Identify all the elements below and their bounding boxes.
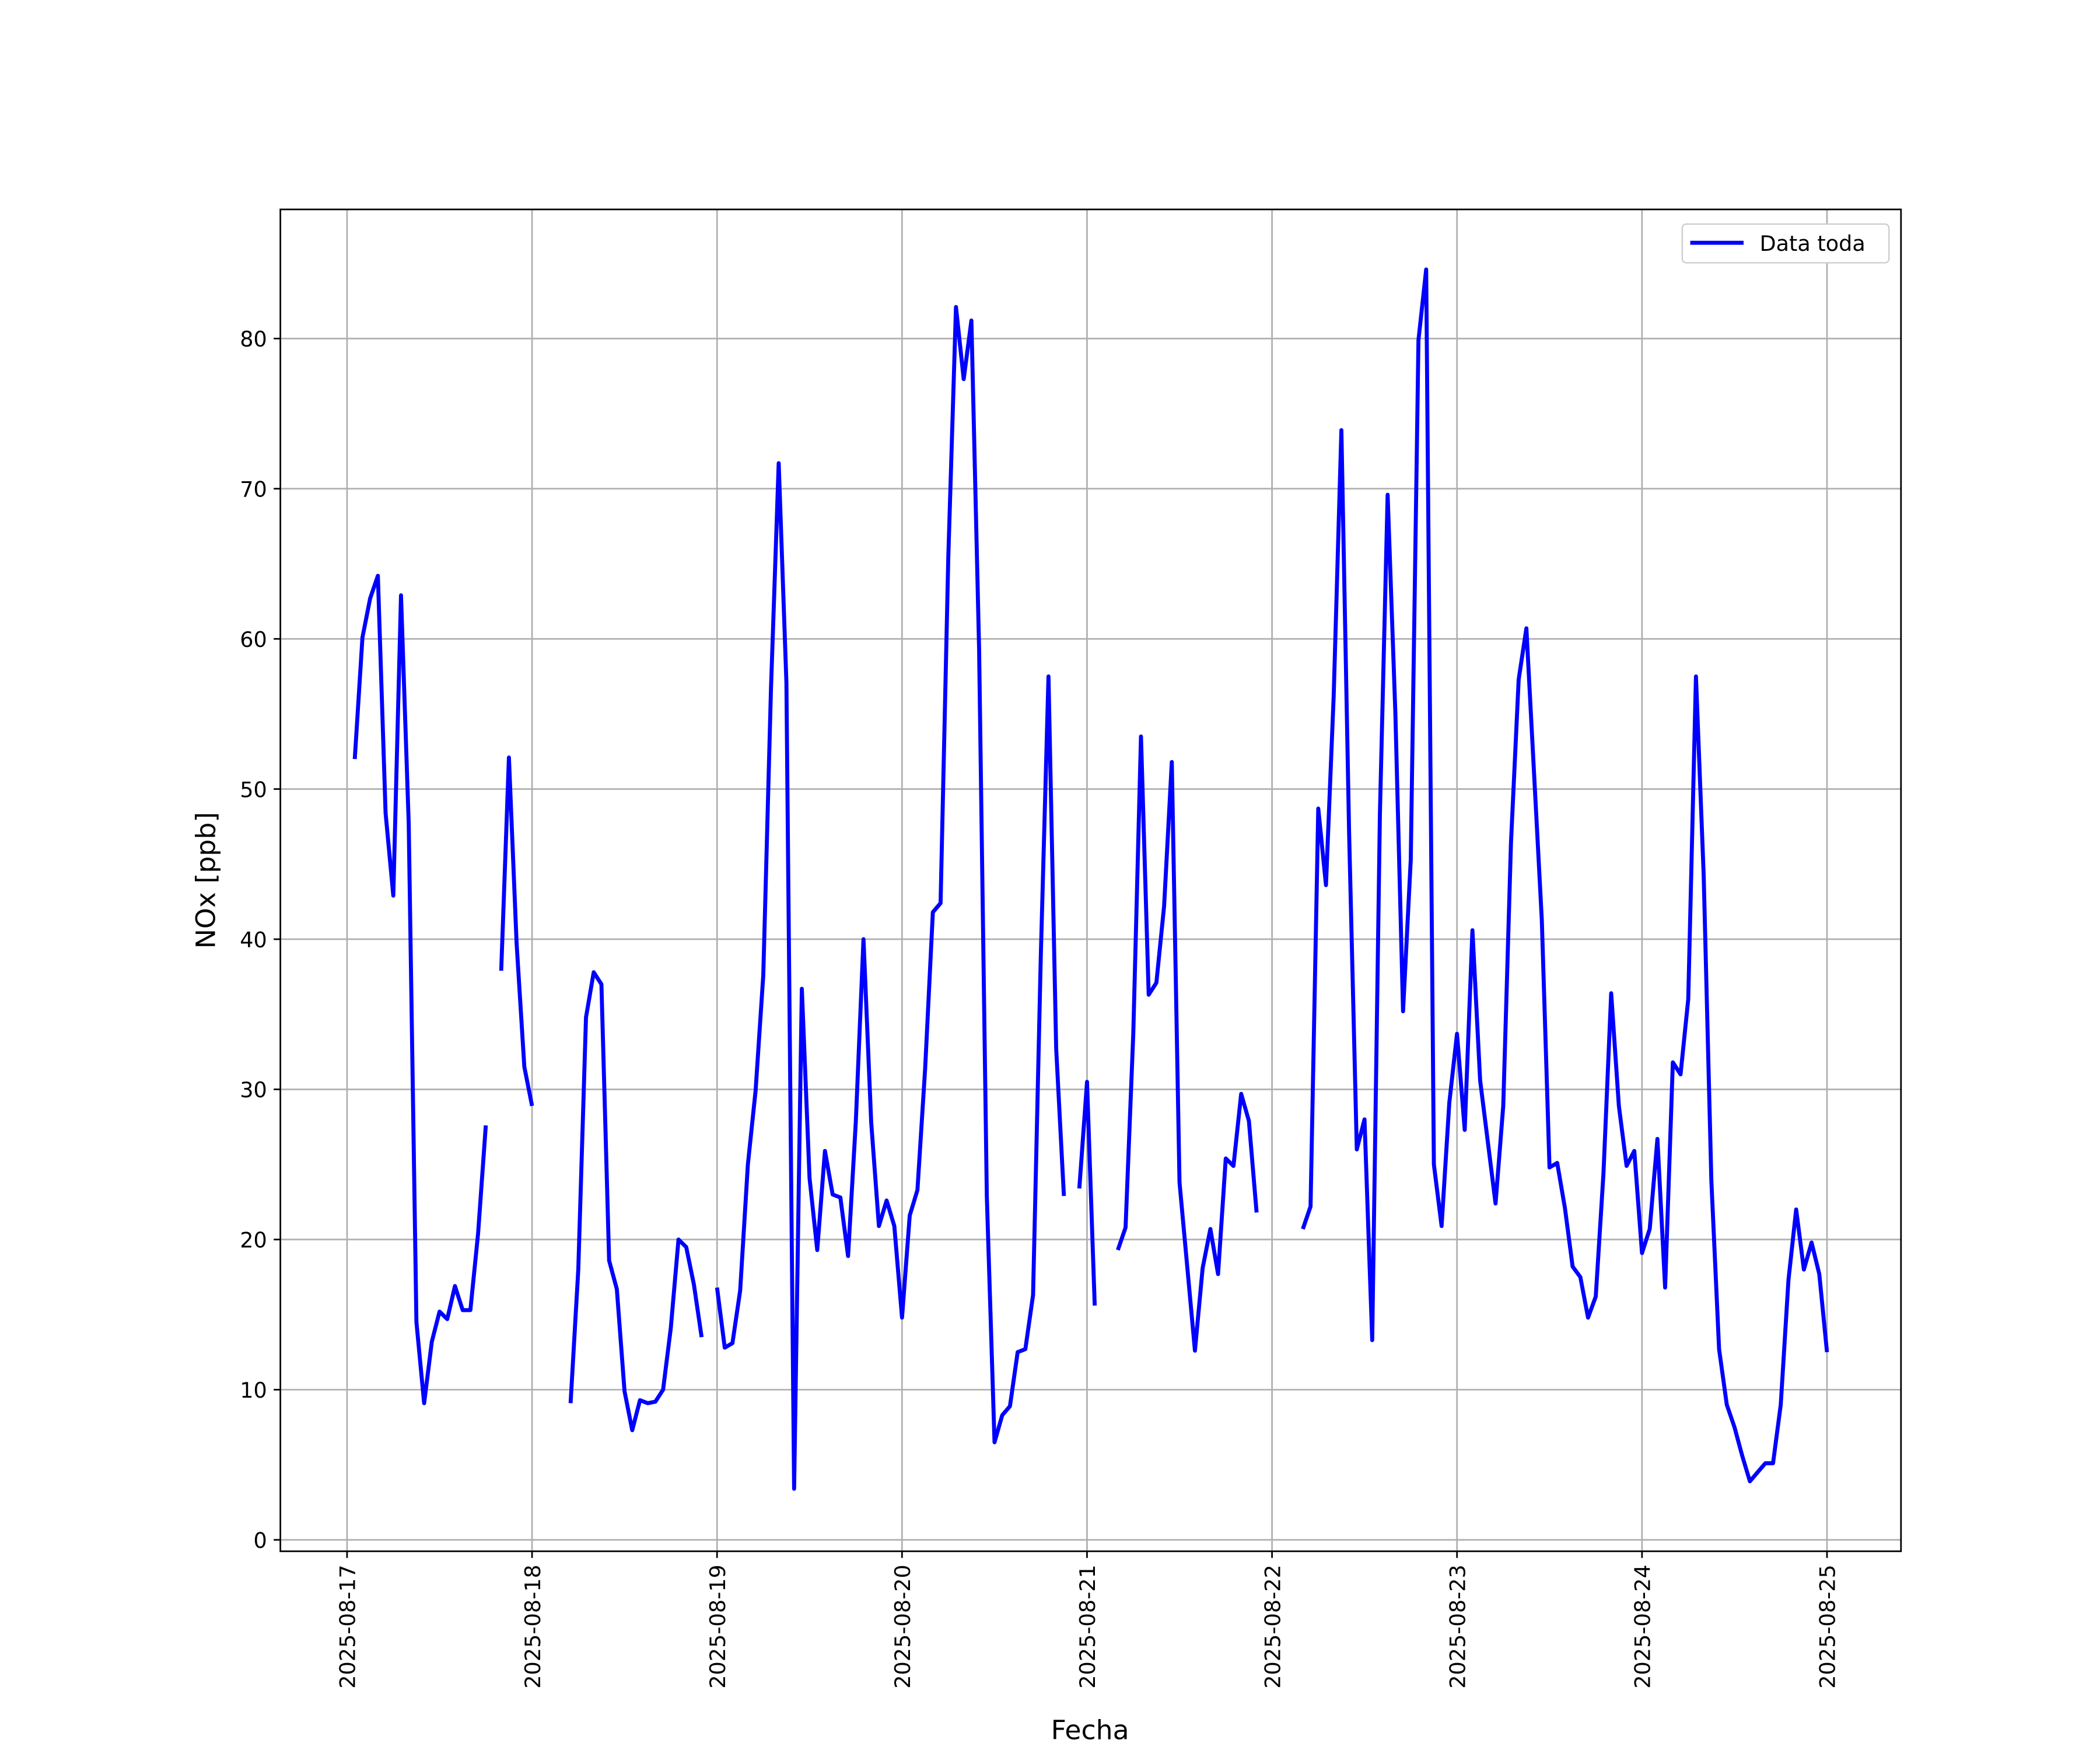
x-tick-label: 2025-08-17 [335, 1564, 360, 1689]
y-tick-label: 50 [240, 777, 267, 802]
x-tick-label: 2025-08-21 [1075, 1564, 1100, 1689]
y-tick-label: 30 [240, 1077, 267, 1102]
legend: Data toda [1681, 223, 1890, 264]
x-tick-label: 2025-08-22 [1260, 1564, 1285, 1689]
y-tick-label: 10 [240, 1378, 267, 1403]
x-tick-label: 2025-08-19 [705, 1564, 730, 1689]
legend-label: Data toda [1759, 231, 1865, 256]
x-tick-label: 2025-08-25 [1815, 1564, 1840, 1689]
x-tick-label: 2025-08-23 [1445, 1564, 1470, 1689]
x-tick-label: 2025-08-20 [890, 1564, 915, 1689]
y-tick-label: 40 [240, 928, 267, 953]
y-tick-label: 70 [240, 477, 267, 502]
x-axis-label: Fecha [1051, 1715, 1129, 1746]
x-tick-label: 2025-08-24 [1630, 1564, 1656, 1689]
data-line [352, 267, 1829, 1491]
plot-frame [279, 208, 1902, 1552]
y-tick-label: 60 [240, 627, 267, 652]
legend-box [1681, 223, 1890, 264]
y-axis-label: NOx [ppb] [191, 812, 222, 949]
y-tick-label: 0 [253, 1528, 267, 1553]
y-tick-label: 80 [240, 327, 267, 352]
y-tick-label: 20 [240, 1228, 267, 1253]
x-tick-label: 2025-08-18 [520, 1564, 545, 1689]
